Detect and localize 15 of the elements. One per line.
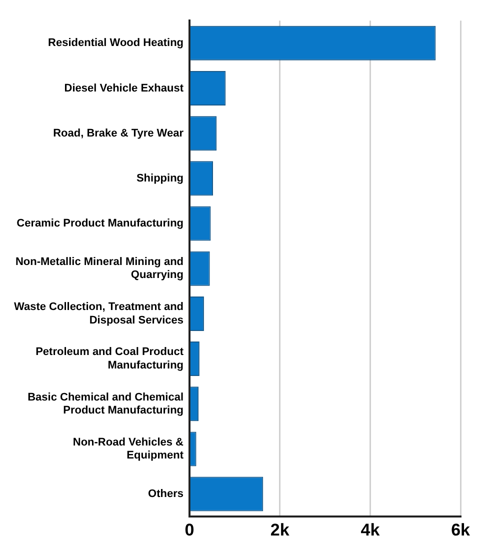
y-tick-label: Non-Metallic Mineral Mining and Quarrying [15, 256, 184, 282]
y-tick-label: Waste Collection, Treatment and Disposal Services [14, 301, 184, 326]
x-tick-label: 4k [360, 520, 380, 540]
y-tick-label: Non-Road Vehicles & Equipment [72, 436, 184, 462]
y-tick-label: Others [148, 488, 184, 500]
y-tick-label: Petroleum and Coal Product Manufacturing [36, 346, 184, 372]
y-tick-label: Ceramic Product Manufacturing [16, 218, 184, 230]
x-tick-label: 2k [270, 520, 290, 540]
y-tick-label: Diesel Vehicle Exhaust [64, 82, 184, 94]
y-tick-label: Shipping [136, 172, 184, 184]
x-tick-label: 0 [184, 520, 194, 540]
y-tick-label: Road, Brake & Tyre Wear [53, 127, 184, 140]
y-tick-label: Basic Chemical and Chemical Product Manufacturing [28, 391, 184, 417]
y-tick-label: Residential Wood Heating [48, 37, 184, 50]
x-tick-label: 6k [451, 520, 471, 540]
